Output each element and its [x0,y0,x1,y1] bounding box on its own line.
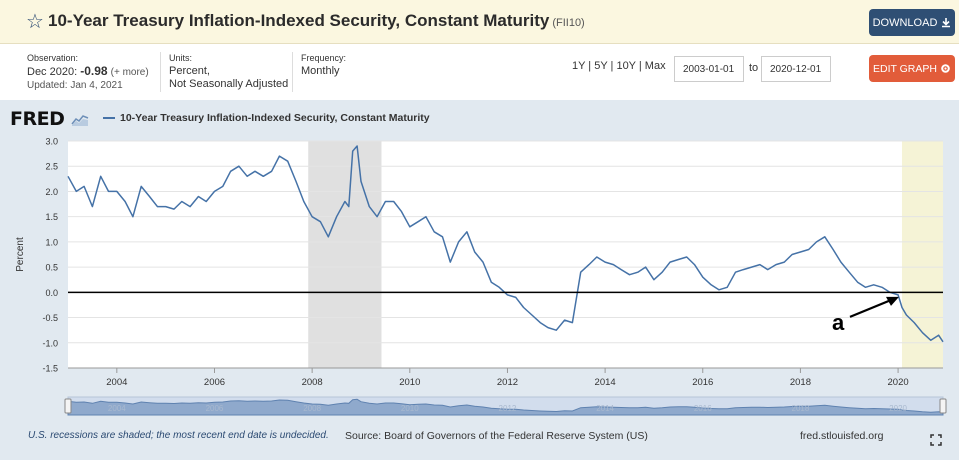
range-links[interactable]: 1Y | 5Y | 10Y | Max [572,60,666,72]
x-tick-label: 2008 [302,377,323,388]
navigator-label: 2006 [206,404,224,413]
frequency-value: Monthly [301,65,340,77]
end-date-input[interactable]: 2020-12-01 [761,56,831,82]
navigator-label: 2014 [596,404,614,413]
page-title: 10-Year Treasury Inflation-Indexed Secur… [48,11,585,31]
series-title: 10-Year Treasury Inflation-Indexed Secur… [48,11,550,30]
x-tick-label: 2018 [790,377,811,388]
gear-icon [941,64,950,73]
legend-swatch [103,117,115,119]
fullscreen-icon[interactable] [930,434,942,446]
fred-logo: FRED [10,108,89,130]
y-tick-label: 2.5 [45,162,58,172]
highlight-region [901,141,943,368]
to-label: to [749,62,759,74]
legend-label: 10-Year Treasury Inflation-Indexed Secur… [120,112,430,124]
updated-date: Updated: Jan 4, 2021 [27,80,123,91]
navigator-series [67,398,944,416]
chart-legend: 10-Year Treasury Inflation-Indexed Secur… [103,112,430,124]
y-tick-label: 0.0 [45,288,58,298]
recession-footnote: U.S. recessions are shaded; the most rec… [28,430,329,441]
star-icon[interactable]: ☆ [26,11,44,33]
edit-graph-button[interactable]: EDIT GRAPH [869,55,955,82]
edit-graph-label: EDIT GRAPH [873,62,937,75]
navigator-label: 2010 [401,404,419,413]
y-tick-label: 3.0 [45,137,58,147]
y-tick-label: -1.0 [42,338,58,348]
observation-more-link[interactable]: (+ more) [110,67,149,78]
y-axis-label: Percent [15,237,26,272]
observation-label: Observation: [27,53,79,63]
series-line-fii10 [67,145,944,343]
x-tick-label: 2012 [497,377,518,388]
units-block: Units: Percent, Not Seasonally Adjusted [169,52,288,91]
frequency-label: Frequency: [301,53,347,63]
source-note: Source: Board of Governors of the Federa… [345,430,648,442]
navigator-label: 2008 [303,404,321,413]
y-tick-label: -0.5 [42,313,58,323]
x-tick-label: 2004 [106,377,127,388]
download-label: DOWNLOAD [872,16,938,29]
download-icon [942,17,951,27]
observation-date: Dec 2020: [27,66,78,78]
y-tick-label: 1.0 [45,237,58,247]
x-tick-label: 2010 [399,377,420,388]
title-bar: ☆ 10-Year Treasury Inflation-Indexed Sec… [0,0,959,44]
navigator-label: 2016 [694,404,712,413]
fred-logo-text: FRED [10,108,65,130]
meta-divider [292,52,293,92]
series-id: (FII10) [552,17,585,29]
download-button[interactable]: DOWNLOAD [869,9,955,36]
navigator-label: 2004 [108,404,126,413]
frequency-block: Frequency: Monthly [301,52,346,78]
annotation-arrow-head [885,296,899,306]
units-line2: Not Seasonally Adjusted [169,78,289,90]
annotation-label: a [832,310,845,335]
navigator-handle[interactable] [64,398,72,414]
x-tick-label: 2020 [888,377,909,388]
navigator-label: 2012 [499,404,517,413]
recession-shade [308,141,382,368]
navigator-label: 2018 [792,404,810,413]
chart-logo-icon [70,115,88,126]
y-tick-label: 2.0 [45,187,58,197]
y-tick-label: 1.5 [45,212,58,222]
x-tick-label: 2016 [692,377,713,388]
plot-area [68,141,943,368]
x-tick-label: 2006 [204,377,225,388]
y-tick-label: 0.5 [45,263,58,273]
meta-divider [160,52,161,92]
y-tick-label: -1.5 [42,364,58,374]
units-label: Units: [169,53,193,63]
start-date-input[interactable]: 2003-01-01 [674,56,744,82]
annotation-arrow-shaft [849,297,895,318]
site-url[interactable]: fred.stlouisfed.org [800,430,884,442]
x-tick-label: 2014 [595,377,616,388]
navigator-handle[interactable] [939,398,947,414]
observation-value: -0.98 [80,64,108,78]
observation-block: Observation: Dec 2020: -0.98 (+ more) Up… [27,52,149,92]
navigator-label: 2020 [889,404,907,413]
units-line1: Percent, [169,65,210,77]
